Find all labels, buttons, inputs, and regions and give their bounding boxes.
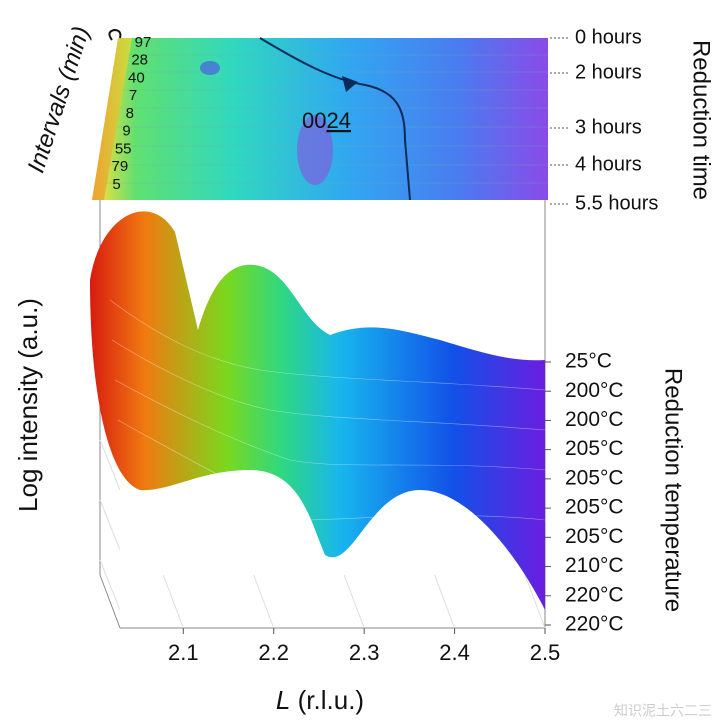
peak-label: 0024: [302, 108, 351, 133]
grid-line: [99, 499, 121, 551]
interval-label: 55: [115, 140, 132, 157]
grid-line: [434, 574, 456, 629]
interval-strip: [92, 38, 132, 200]
heatmap: [100, 38, 548, 200]
interval-label: 40: [128, 69, 145, 86]
interval-label: 79: [112, 158, 129, 175]
grid-line: [253, 574, 275, 629]
watermark: 知识泥土六二三: [614, 703, 712, 719]
grid-line: [99, 439, 121, 491]
arrow: [342, 76, 358, 92]
interval-label: 9: [122, 123, 130, 140]
heatmap-spot: [297, 115, 333, 185]
x-tick-label: 2.5: [530, 640, 561, 665]
temperature-label: 205°C: [565, 496, 624, 519]
time-label: 0 hours: [575, 26, 642, 48]
interval-label: 8: [126, 105, 134, 122]
time-label: 5.5 hours: [575, 192, 658, 214]
temperature-label: 205°C: [565, 466, 624, 489]
x-tick-label: 2.2: [258, 640, 289, 665]
temperature-label: 205°C: [565, 437, 624, 460]
heatmap-spot: [200, 61, 220, 75]
interval-label: 97: [135, 34, 152, 51]
interval-label: 28: [131, 52, 148, 69]
grid-line: [162, 574, 184, 629]
temperature-label: 220°C: [565, 583, 624, 606]
grid-line: [99, 559, 121, 611]
peak-prefix: 00: [302, 108, 326, 133]
time-label: 3 hours: [575, 116, 642, 138]
x-tick-label: 2.3: [349, 640, 380, 665]
time-label: Reduction time: [688, 40, 715, 200]
peak-trace: [259, 37, 411, 201]
temperature-label: 210°C: [565, 554, 624, 577]
temperature-label: 200°C: [565, 408, 624, 431]
x-tick-label: 2.1: [168, 640, 199, 665]
time-label: 4 hours: [575, 153, 642, 175]
temperature-label: 200°C: [565, 379, 624, 402]
x-axis-label: L (r.l.u.): [276, 685, 364, 715]
x-axis-unit: (r.l.u.): [298, 685, 364, 715]
temperature-label: Reduction temperature: [660, 368, 687, 612]
intervals-label: Intervals (min): [23, 23, 96, 176]
x-tick-label: 2.4: [439, 640, 470, 665]
temperature-label: 25°C: [565, 350, 612, 373]
surface-contours: [109, 299, 546, 521]
peak-index: 24: [326, 108, 350, 133]
x-axis-symbol: L: [276, 685, 290, 715]
temperature-label: 205°C: [565, 525, 624, 548]
time-label: 2 hours: [575, 61, 642, 83]
arrow: [108, 28, 122, 41]
grid-line: [343, 574, 365, 629]
surface: [90, 211, 545, 610]
interval-label: 5: [112, 176, 120, 193]
temperature-label: 220°C: [565, 613, 624, 636]
interval-label: 7: [129, 87, 137, 104]
y-axis-label: Log intensity (a.u.): [13, 298, 43, 512]
grid-line: [524, 574, 546, 629]
